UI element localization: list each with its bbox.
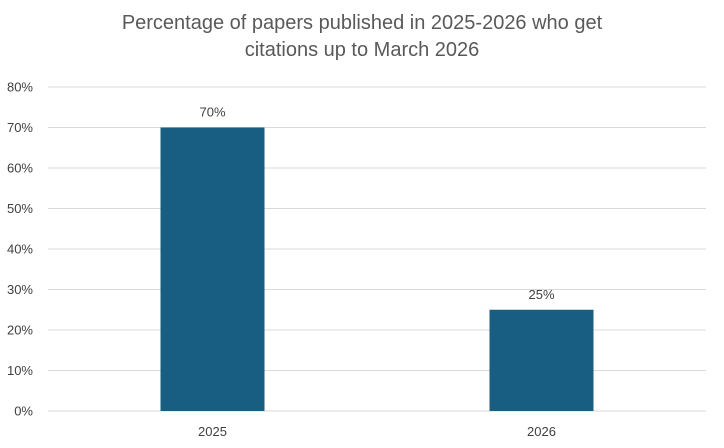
x-axis-category-labels: 2025 2026 [198,424,556,439]
y-tick-label-0: 0% [14,404,33,419]
x-category-label-2026: 2026 [527,424,556,439]
chart-title-line-1: Percentage of papers published in 2025-2… [121,12,603,34]
y-tick-label-30: 30% [7,282,33,297]
y-tick-label-60: 60% [7,161,33,176]
chart-title: Percentage of papers published in 2025-2… [62,10,662,64]
y-tick-label-20: 20% [7,323,33,338]
y-tick-label-50: 50% [7,201,33,216]
x-category-label-2025: 2025 [198,424,227,439]
chart-title-line-2: citations up to March 2026 [244,39,480,61]
y-tick-label-70: 70% [7,120,33,135]
bars [160,127,594,411]
bar-2026 [489,309,594,411]
data-label-2025: 70% [199,105,225,120]
gridlines [48,86,706,412]
data-labels: 70% 25% [199,105,554,302]
bar-2025 [160,127,265,411]
y-tick-label-10: 10% [7,363,33,378]
y-axis-tick-labels: 0% 10% 20% 30% 40% 50% 60% 70% 80% [7,80,33,419]
data-label-2026: 25% [528,287,554,302]
y-tick-label-80: 80% [7,80,33,95]
y-tick-label-40: 40% [7,242,33,257]
